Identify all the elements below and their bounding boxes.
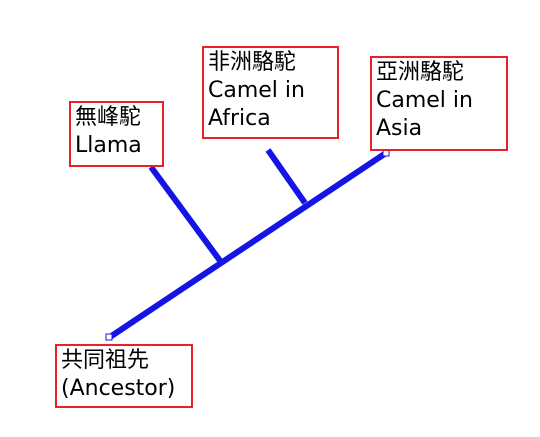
camel-asia-label-english-line1: Camel in	[376, 88, 473, 113]
camel-africa-label-box[interactable]: 非洲駱駝 Camel in Africa	[202, 46, 339, 139]
ancestor-label-chinese: 共同祖先	[61, 348, 150, 373]
camel-asia-label-chinese: 亞洲駱駝	[376, 60, 465, 85]
ancestor-endpoint-handle[interactable]	[105, 333, 113, 341]
camel-africa-branch	[265, 148, 308, 205]
llama-label-english: Llama	[75, 133, 142, 158]
trunk-branch	[108, 150, 388, 340]
camel-africa-label-english-line2: Africa	[208, 106, 271, 131]
llama-label-box[interactable]: 無峰駝 Llama	[69, 101, 164, 167]
camel-asia-label-english-line2: Asia	[376, 116, 423, 141]
llama-branch	[148, 165, 224, 264]
ancestor-label-english: (Ancestor)	[61, 376, 176, 401]
llama-label-chinese: 無峰駝	[75, 105, 142, 130]
camel-asia-label-box[interactable]: 亞洲駱駝 Camel in Asia	[370, 56, 508, 151]
ancestor-label-box[interactable]: 共同祖先 (Ancestor)	[55, 344, 193, 408]
camel-africa-label-chinese: 非洲駱駝	[208, 50, 297, 75]
camel-africa-label-english-line1: Camel in	[208, 78, 305, 103]
